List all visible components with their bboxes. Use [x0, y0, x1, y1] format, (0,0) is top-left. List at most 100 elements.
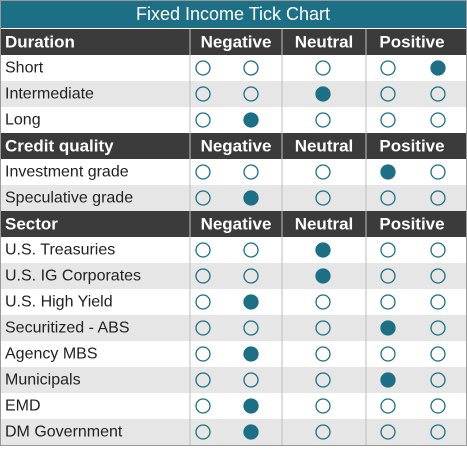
- tick-empty: [243, 268, 259, 284]
- row-label: Municipals: [5, 372, 81, 389]
- tick-filled: [380, 320, 396, 336]
- section-header: Duration: [5, 33, 75, 52]
- row-bg: [0, 185, 467, 211]
- tick-empty: [315, 346, 331, 362]
- tick-empty: [195, 346, 211, 362]
- tick-empty: [243, 164, 259, 180]
- row-label: Agency MBS: [5, 346, 97, 363]
- tick-empty: [430, 398, 446, 414]
- tick-empty: [380, 190, 396, 206]
- tick-filled: [315, 242, 331, 258]
- tick-empty: [430, 268, 446, 284]
- row-label: Short: [5, 60, 44, 77]
- tick-empty: [243, 86, 259, 102]
- tick-empty: [195, 320, 211, 336]
- tick-empty: [243, 372, 259, 388]
- tick-filled: [243, 424, 259, 440]
- tick-filled: [380, 372, 396, 388]
- tick-empty: [243, 60, 259, 76]
- tick-empty: [430, 424, 446, 440]
- tick-empty: [315, 60, 331, 76]
- row-label: Investment grade: [5, 164, 129, 181]
- row-label: U.S. Treasuries: [5, 242, 115, 259]
- tick-empty: [195, 190, 211, 206]
- column-header: Neutral: [295, 137, 354, 156]
- row-label: EMD: [5, 398, 41, 415]
- tick-empty: [430, 242, 446, 258]
- row-bg: [0, 419, 467, 445]
- tick-empty: [243, 242, 259, 258]
- tick-empty: [243, 320, 259, 336]
- tick-empty: [315, 164, 331, 180]
- tick-empty: [315, 398, 331, 414]
- tick-filled: [243, 346, 259, 362]
- tick-empty: [195, 372, 211, 388]
- tick-empty: [380, 60, 396, 76]
- row-bg: [0, 81, 467, 107]
- tick-empty: [430, 164, 446, 180]
- tick-empty: [195, 268, 211, 284]
- section-header: Credit quality: [5, 137, 114, 156]
- tick-empty: [315, 294, 331, 310]
- tick-empty: [430, 346, 446, 362]
- tick-empty: [380, 112, 396, 128]
- column-header: Positive: [379, 215, 444, 234]
- tick-filled: [243, 294, 259, 310]
- row-label: Securitized - ABS: [5, 320, 130, 337]
- title-bar: [0, 0, 467, 28]
- tick-filled: [315, 268, 331, 284]
- row-label: Speculative grade: [5, 190, 133, 207]
- tick-empty: [315, 372, 331, 388]
- tick-empty: [430, 372, 446, 388]
- tick-empty: [315, 190, 331, 206]
- tick-filled: [243, 398, 259, 414]
- tick-filled: [430, 60, 446, 76]
- section-header: Sector: [5, 215, 58, 234]
- row-label: U.S. IG Corporates: [5, 268, 141, 285]
- row-label: Intermediate: [5, 86, 94, 103]
- row-bg: [0, 393, 467, 419]
- tick-empty: [430, 320, 446, 336]
- tick-empty: [380, 398, 396, 414]
- tick-empty: [195, 60, 211, 76]
- tick-empty: [195, 112, 211, 128]
- column-header: Negative: [201, 215, 272, 234]
- tick-empty: [195, 242, 211, 258]
- tick-empty: [195, 398, 211, 414]
- tick-empty: [380, 242, 396, 258]
- section-header-bar: [0, 133, 467, 159]
- row-bg: [0, 107, 467, 133]
- tick-empty: [430, 86, 446, 102]
- row-label: Long: [5, 112, 41, 129]
- row-bg: [0, 289, 467, 315]
- tick-empty: [430, 190, 446, 206]
- tick-filled: [315, 86, 331, 102]
- tick-empty: [380, 86, 396, 102]
- row-bg: [0, 237, 467, 263]
- tick-filled: [243, 190, 259, 206]
- column-header: Negative: [201, 33, 272, 52]
- tick-empty: [380, 346, 396, 362]
- row-bg: [0, 263, 467, 289]
- tick-empty: [380, 424, 396, 440]
- row-bg: [0, 341, 467, 367]
- column-header: Neutral: [295, 33, 354, 52]
- section-header-bar: [0, 211, 467, 237]
- title: Fixed Income Tick Chart: [136, 4, 330, 24]
- tick-empty: [430, 112, 446, 128]
- row-bg: [0, 55, 467, 81]
- tick-empty: [315, 424, 331, 440]
- tick-filled: [243, 112, 259, 128]
- column-header: Positive: [379, 33, 444, 52]
- section-header-bar: [0, 29, 467, 55]
- tick-filled: [380, 164, 396, 180]
- row-label: U.S. High Yield: [5, 294, 113, 311]
- column-header: Positive: [379, 137, 444, 156]
- tick-empty: [380, 294, 396, 310]
- column-header: Negative: [201, 137, 272, 156]
- tick-empty: [430, 294, 446, 310]
- tick-empty: [315, 112, 331, 128]
- tick-empty: [315, 320, 331, 336]
- tick-empty: [195, 86, 211, 102]
